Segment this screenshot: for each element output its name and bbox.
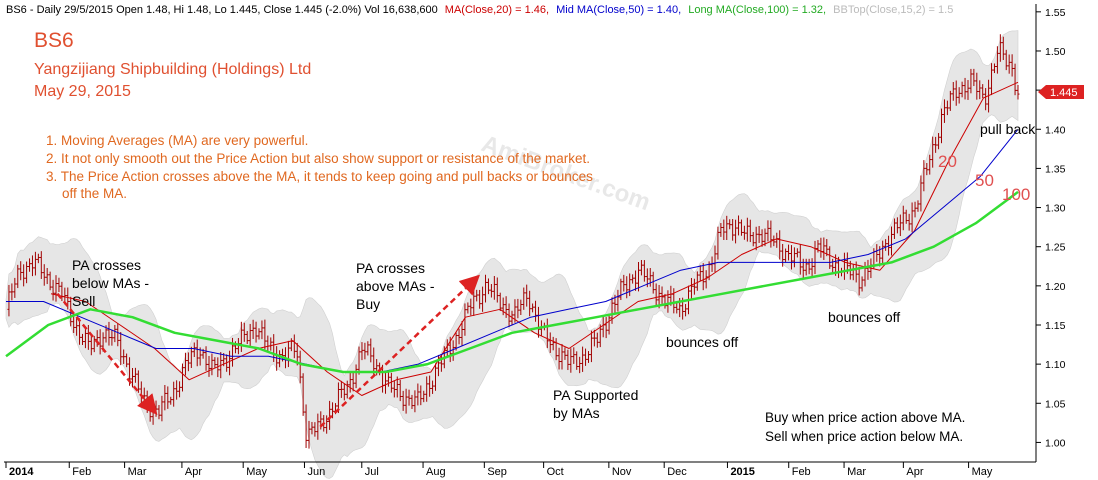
y-tick-label: 1.55 [1045, 7, 1066, 19]
y-tick-label: 1.25 [1045, 242, 1066, 254]
header-bb: BBTop(Close,15,2) = 1.5 [833, 4, 953, 16]
cross-above-line-2: above MAs - [356, 278, 435, 294]
x-tick-label: May [972, 466, 993, 478]
x-tick-label: Jun [307, 466, 325, 478]
y-tick-label: 1.35 [1045, 163, 1066, 175]
x-tick-label: Apr [185, 466, 202, 478]
y-tick-label: 1.15 [1045, 320, 1066, 332]
ma20-label: 20 [938, 152, 957, 171]
y-tick-label: 1.20 [1045, 281, 1066, 293]
rule-line-2: Sell when price action below MA. [765, 429, 963, 444]
x-tick-label: Apr [906, 466, 923, 478]
x-tick-label: 2015 [730, 466, 754, 478]
x-tick-label: Aug [426, 466, 446, 478]
cross-above-line-3: Buy [356, 296, 380, 312]
last-price-label: 1.445 [1050, 87, 1078, 99]
y-tick-label: 1.00 [1045, 437, 1066, 449]
cross-below-line-1: PA crosses [72, 257, 141, 273]
x-tick-label: Feb [72, 466, 91, 478]
trend-arrows [56, 274, 481, 428]
y-tick-label: 1.50 [1045, 46, 1066, 58]
y-tick-label: 1.05 [1045, 398, 1066, 410]
x-tick-label: Mar [847, 466, 866, 478]
cross-below-line-2: below MAs - [72, 275, 149, 291]
ma-line-50 [6, 128, 1019, 373]
ma50-label: 50 [975, 171, 994, 190]
last-price-badge-shape [1038, 85, 1084, 99]
header-ma50: Mid MA(Close,50) = 1.40, [556, 4, 681, 16]
pull-back-label: pull back [980, 121, 1036, 137]
uptrend-arrow [319, 274, 481, 428]
x-tick-label: Oct [547, 466, 564, 478]
x-tick-label: 2014 [9, 466, 34, 478]
x-tick-label: Jul [365, 466, 379, 478]
bollinger-band [5, 30, 1019, 479]
y-tick-label: 1.10 [1045, 359, 1066, 371]
cross-above-line-1: PA crosses [356, 260, 425, 276]
chart-date: May 29, 2015 [34, 83, 131, 100]
note-2: 2. It not only smooth out the Price Acti… [46, 151, 590, 166]
rule-line-1: Buy when price action above MA. [765, 410, 965, 425]
supported-line-1: PA Supported [553, 387, 638, 403]
note-3-cont: off the MA. [62, 186, 127, 201]
ticker-title: BS6 [34, 29, 74, 52]
company-name: Yangzijiang Shipbuilding (Holdings) Ltd [34, 61, 311, 78]
header-line: BS6 - Daily 29/5/2015 Open 1.48, Hi 1.48… [6, 4, 953, 16]
header-symbol: BS6 - Daily 29/5/2015 Open 1.48, Hi 1.48… [6, 4, 438, 16]
moving-averages [5, 81, 1019, 396]
x-tick-label: Nov [612, 466, 632, 478]
y-tick-label: 1.40 [1045, 124, 1066, 136]
x-tick-label: Mar [128, 466, 147, 478]
x-tick-label: May [246, 466, 267, 478]
ma-line-100 [5, 190, 1019, 374]
downtrend-arrow [56, 292, 158, 415]
bounces-off-dec: bounces off [666, 334, 738, 350]
x-tick-label: Dec [667, 466, 687, 478]
ma-line-20 [50, 81, 1019, 396]
x-tick-label: Sep [487, 466, 507, 478]
y-tick-label: 1.30 [1045, 203, 1066, 215]
x-axis: 2014 Feb Mar Apr May Jun Jul Aug Sep Oct Nov Dec 201… [5, 462, 993, 478]
ma100-label: 100 [1002, 185, 1030, 204]
bounces-off-mar: bounces off [828, 309, 900, 325]
note-1: 1. Moving Averages (MA) are very powerfu… [46, 133, 308, 148]
bollinger-band-area [5, 30, 1019, 479]
x-tick-label: Feb [792, 466, 811, 478]
header-ma100: Long MA(Close,100) = 1.32, [688, 4, 826, 16]
last-price-badge: 1.445 [1038, 85, 1084, 99]
y-axis: 1.001.051.101.151.201.251.301.351.401.45… [1036, 7, 1066, 449]
cross-below-line-3: Sell [72, 293, 95, 309]
supported-line-2: by MAs [553, 405, 600, 421]
note-3: 3. The Price Action crosses above the MA… [46, 169, 593, 184]
header-ma20: MA(Close,20) = 1.46, [445, 4, 549, 16]
